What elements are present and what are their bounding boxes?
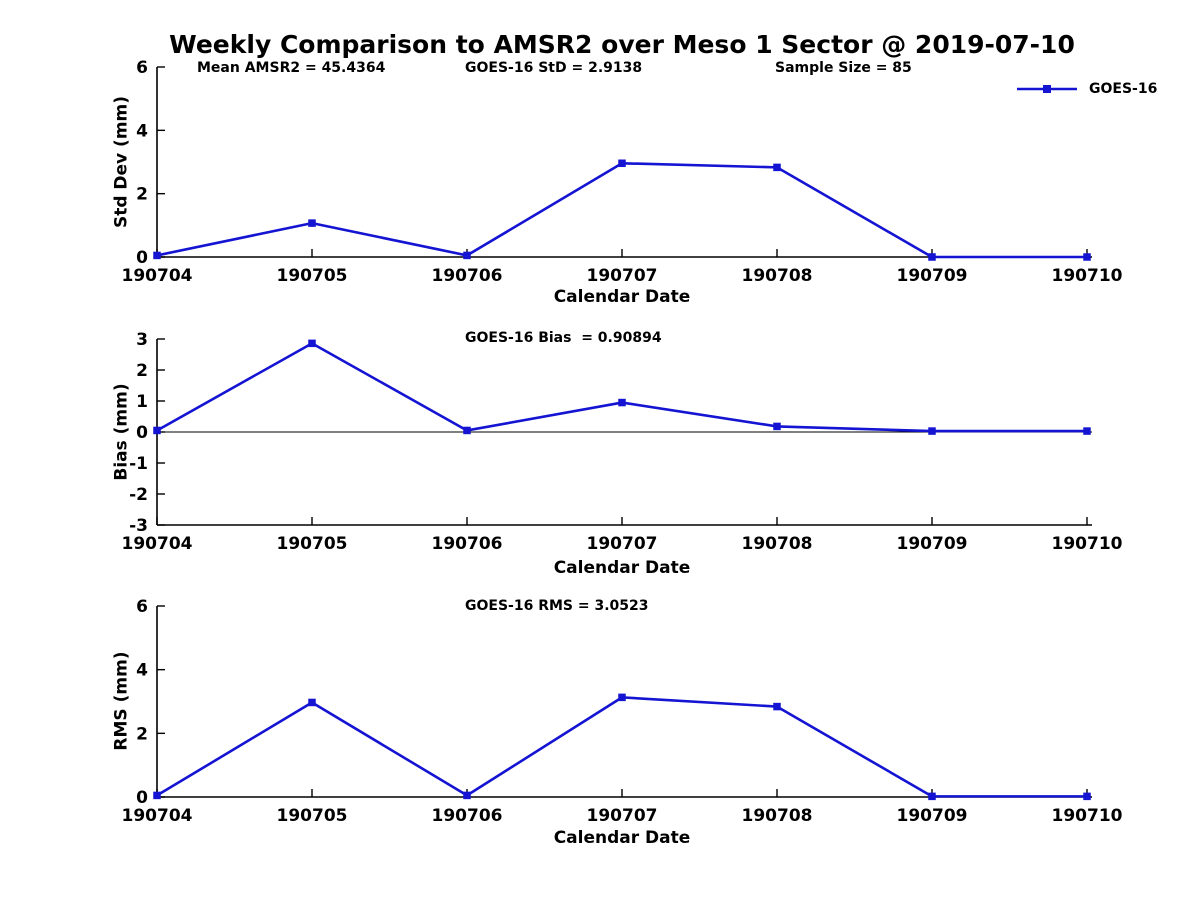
x-tick-label: 190705 bbox=[277, 534, 348, 554]
y-tick-label: 6 bbox=[136, 597, 148, 617]
x-tick-label: 190704 bbox=[122, 534, 193, 554]
annotation-goes16-rms: GOES-16 RMS = 3.0523 bbox=[465, 598, 649, 614]
annotation-goes16-std: GOES-16 StD = 2.9138 bbox=[465, 60, 643, 76]
data-point-marker bbox=[308, 339, 316, 348]
y-tick-label: -1 bbox=[129, 454, 148, 474]
y-tick-label: 2 bbox=[136, 724, 148, 744]
x-tick-label: 190706 bbox=[432, 534, 503, 554]
data-point-marker bbox=[1083, 427, 1091, 435]
x-tick-label: 190708 bbox=[742, 534, 813, 554]
ylabel-std-dev: Std Dev (mm) bbox=[111, 95, 132, 229]
annotation-sample-size: Sample Size = 85 bbox=[775, 60, 912, 76]
legend-label-goes16: GOES-16 bbox=[1089, 81, 1158, 97]
y-tick-label: 0 bbox=[136, 788, 148, 808]
x-tick-label: 190704 bbox=[122, 806, 193, 826]
x-tick-label: 190707 bbox=[587, 266, 658, 286]
y-tick-label: 0 bbox=[136, 248, 148, 268]
x-tick-label: 190709 bbox=[897, 806, 968, 826]
data-point-marker bbox=[463, 251, 471, 260]
x-tick-label: 190705 bbox=[277, 806, 348, 826]
data-point-marker bbox=[308, 219, 316, 227]
x-tick-label: 190707 bbox=[587, 534, 658, 554]
x-tick-label: 190706 bbox=[432, 266, 503, 286]
data-point-marker bbox=[773, 163, 781, 172]
y-tick-label: 0 bbox=[136, 423, 148, 443]
legend: GOES-16 bbox=[1015, 81, 1157, 97]
data-point-marker bbox=[928, 427, 936, 435]
data-point-marker bbox=[618, 398, 626, 407]
x-tick-label: 190705 bbox=[277, 266, 348, 286]
legend-marker bbox=[1043, 85, 1051, 93]
x-tick-label: 190706 bbox=[432, 806, 503, 826]
data-point-marker bbox=[463, 791, 471, 800]
data-point-marker bbox=[1083, 792, 1091, 801]
ylabel-rms: RMS (mm) bbox=[111, 651, 132, 751]
annotation-mean-amsr2: Mean AMSR2 = 45.4364 bbox=[197, 60, 386, 76]
y-tick-label: 4 bbox=[136, 121, 148, 141]
y-tick-label: 3 bbox=[136, 330, 148, 350]
x-tick-label: 190704 bbox=[122, 266, 193, 286]
data-point-marker bbox=[773, 422, 781, 431]
y-tick-label: 4 bbox=[136, 661, 148, 681]
data-point-marker bbox=[1083, 253, 1091, 261]
y-tick-label: -2 bbox=[129, 485, 148, 505]
y-tick-label: 1 bbox=[136, 392, 148, 412]
figure-title: Weekly Comparison to AMSR2 over Meso 1 S… bbox=[169, 30, 1075, 59]
series-line-goes-16 bbox=[156, 161, 1087, 259]
y-tick-label: -3 bbox=[129, 516, 148, 536]
data-point-marker bbox=[153, 251, 161, 260]
xlabel-calendar-date-2: Calendar Date bbox=[553, 558, 691, 578]
y-tick-label: 2 bbox=[136, 361, 148, 381]
y-tick-label: 2 bbox=[136, 185, 148, 205]
data-point-marker bbox=[618, 159, 626, 168]
data-point-marker bbox=[153, 791, 161, 800]
annotation-goes16-bias: GOES-16 Bias = 0.90894 bbox=[465, 330, 662, 346]
series-line-goes-16 bbox=[156, 342, 1087, 433]
legend-line-sample bbox=[1017, 85, 1077, 93]
x-tick-label: 190710 bbox=[1052, 806, 1123, 826]
x-tick-label: 190709 bbox=[897, 534, 968, 554]
data-point-marker bbox=[153, 426, 161, 435]
x-tick-label: 190710 bbox=[1052, 266, 1123, 286]
data-point-marker bbox=[928, 792, 936, 801]
ylabel-bias: Bias (mm) bbox=[111, 383, 132, 481]
series-line-goes-16 bbox=[156, 696, 1087, 798]
x-tick-label: 190710 bbox=[1052, 534, 1123, 554]
x-tick-label: 190708 bbox=[742, 266, 813, 286]
data-point-marker bbox=[618, 693, 626, 702]
data-point-marker bbox=[463, 426, 471, 435]
x-tick-label: 190709 bbox=[897, 266, 968, 286]
data-point-marker bbox=[773, 702, 781, 711]
data-point-marker bbox=[308, 698, 316, 707]
data-point-marker bbox=[928, 253, 936, 261]
xlabel-calendar-date-3: Calendar Date bbox=[553, 828, 691, 848]
xlabel-calendar-date-1: Calendar Date bbox=[553, 287, 691, 307]
x-tick-label: 190708 bbox=[742, 806, 813, 826]
x-tick-label: 190707 bbox=[587, 806, 658, 826]
y-tick-label: 6 bbox=[136, 58, 148, 78]
